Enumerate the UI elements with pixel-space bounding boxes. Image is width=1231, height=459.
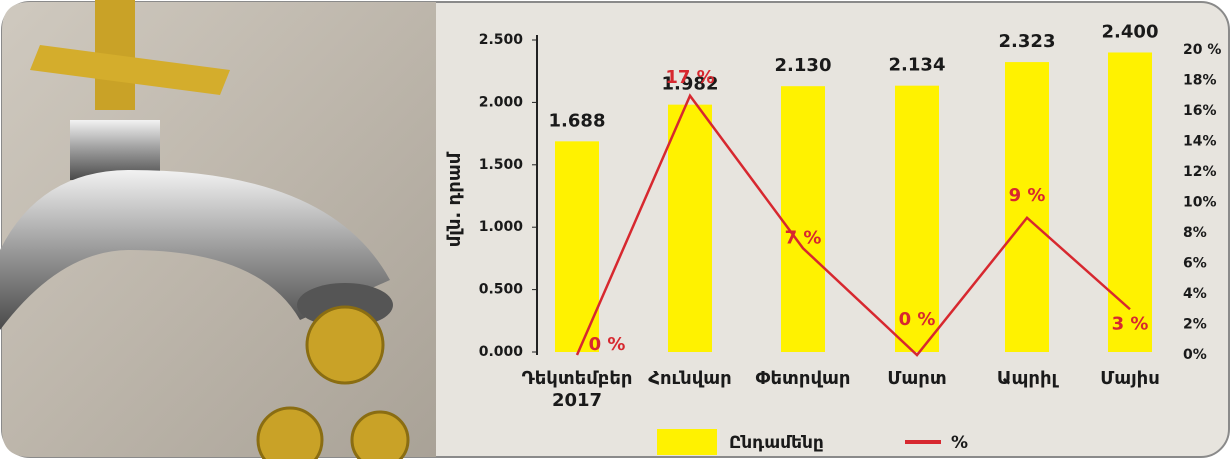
line-value-label: 0 % xyxy=(899,309,936,330)
bar xyxy=(895,85,939,352)
bar-value-label: 2.323 xyxy=(999,31,1056,52)
line-value-label: 17 % xyxy=(665,67,714,88)
x-tick-label: Մարտ xyxy=(887,368,947,389)
y2-tick-label: 20 % xyxy=(1183,42,1221,58)
bar-value-label: 2.130 xyxy=(775,55,832,76)
line-value-label: 3 % xyxy=(1112,313,1149,334)
y-tick-label: 0.500 xyxy=(479,282,524,298)
y-tick-label: 2.000 xyxy=(479,94,524,110)
bar-value-label: 2.400 xyxy=(1102,21,1159,42)
x-tick-label: Մայիս xyxy=(1100,368,1160,389)
legend-swatch xyxy=(657,429,717,455)
y2-tick-label: 0% xyxy=(1183,347,1207,363)
y2-tick-label: 8% xyxy=(1183,225,1207,241)
x-tick-label: Հունվար xyxy=(648,368,732,389)
bar xyxy=(668,104,712,353)
bar-value-label: 2.134 xyxy=(889,55,946,76)
line-value-label: 0 % xyxy=(589,334,626,355)
y2-tick-label: 14% xyxy=(1183,134,1217,150)
y-tick-label: 1.000 xyxy=(479,219,524,235)
y-tick-label: 2.500 xyxy=(479,32,524,48)
y2-tick-label: 12% xyxy=(1183,164,1217,180)
x-tick-label: Ապրիլ xyxy=(996,368,1058,389)
line-value-label: 7 % xyxy=(785,227,822,248)
bar xyxy=(1005,62,1049,352)
y2-tick-label: 6% xyxy=(1183,256,1207,272)
x-tick-label: Փետրվար xyxy=(755,368,851,389)
y-axis-label: մլն. դրամ xyxy=(444,151,465,247)
bar-value-label: 1.688 xyxy=(549,110,606,131)
bar xyxy=(555,141,599,352)
bar xyxy=(781,86,825,353)
y-tick-label: 1.500 xyxy=(479,157,524,173)
legend-label: Ընդամենը xyxy=(729,433,824,453)
faucet xyxy=(0,0,410,459)
line-value-label: 9 % xyxy=(1009,185,1046,206)
x-tick-label: Դեկտեմբեր 2017 xyxy=(521,368,633,411)
y2-tick-label: 10% xyxy=(1183,195,1217,211)
line xyxy=(575,93,1131,357)
y2-tick-label: 16% xyxy=(1183,103,1217,119)
y2-tick-label: 18% xyxy=(1183,73,1217,89)
legend-label: % xyxy=(951,433,968,453)
y2-tick-label: 4% xyxy=(1183,286,1207,302)
bar-value-label: 1.982 xyxy=(662,74,719,95)
y-tick-label: 0.000 xyxy=(479,344,524,360)
y2-tick-label: 2% xyxy=(1183,317,1207,333)
bar xyxy=(1108,52,1152,352)
